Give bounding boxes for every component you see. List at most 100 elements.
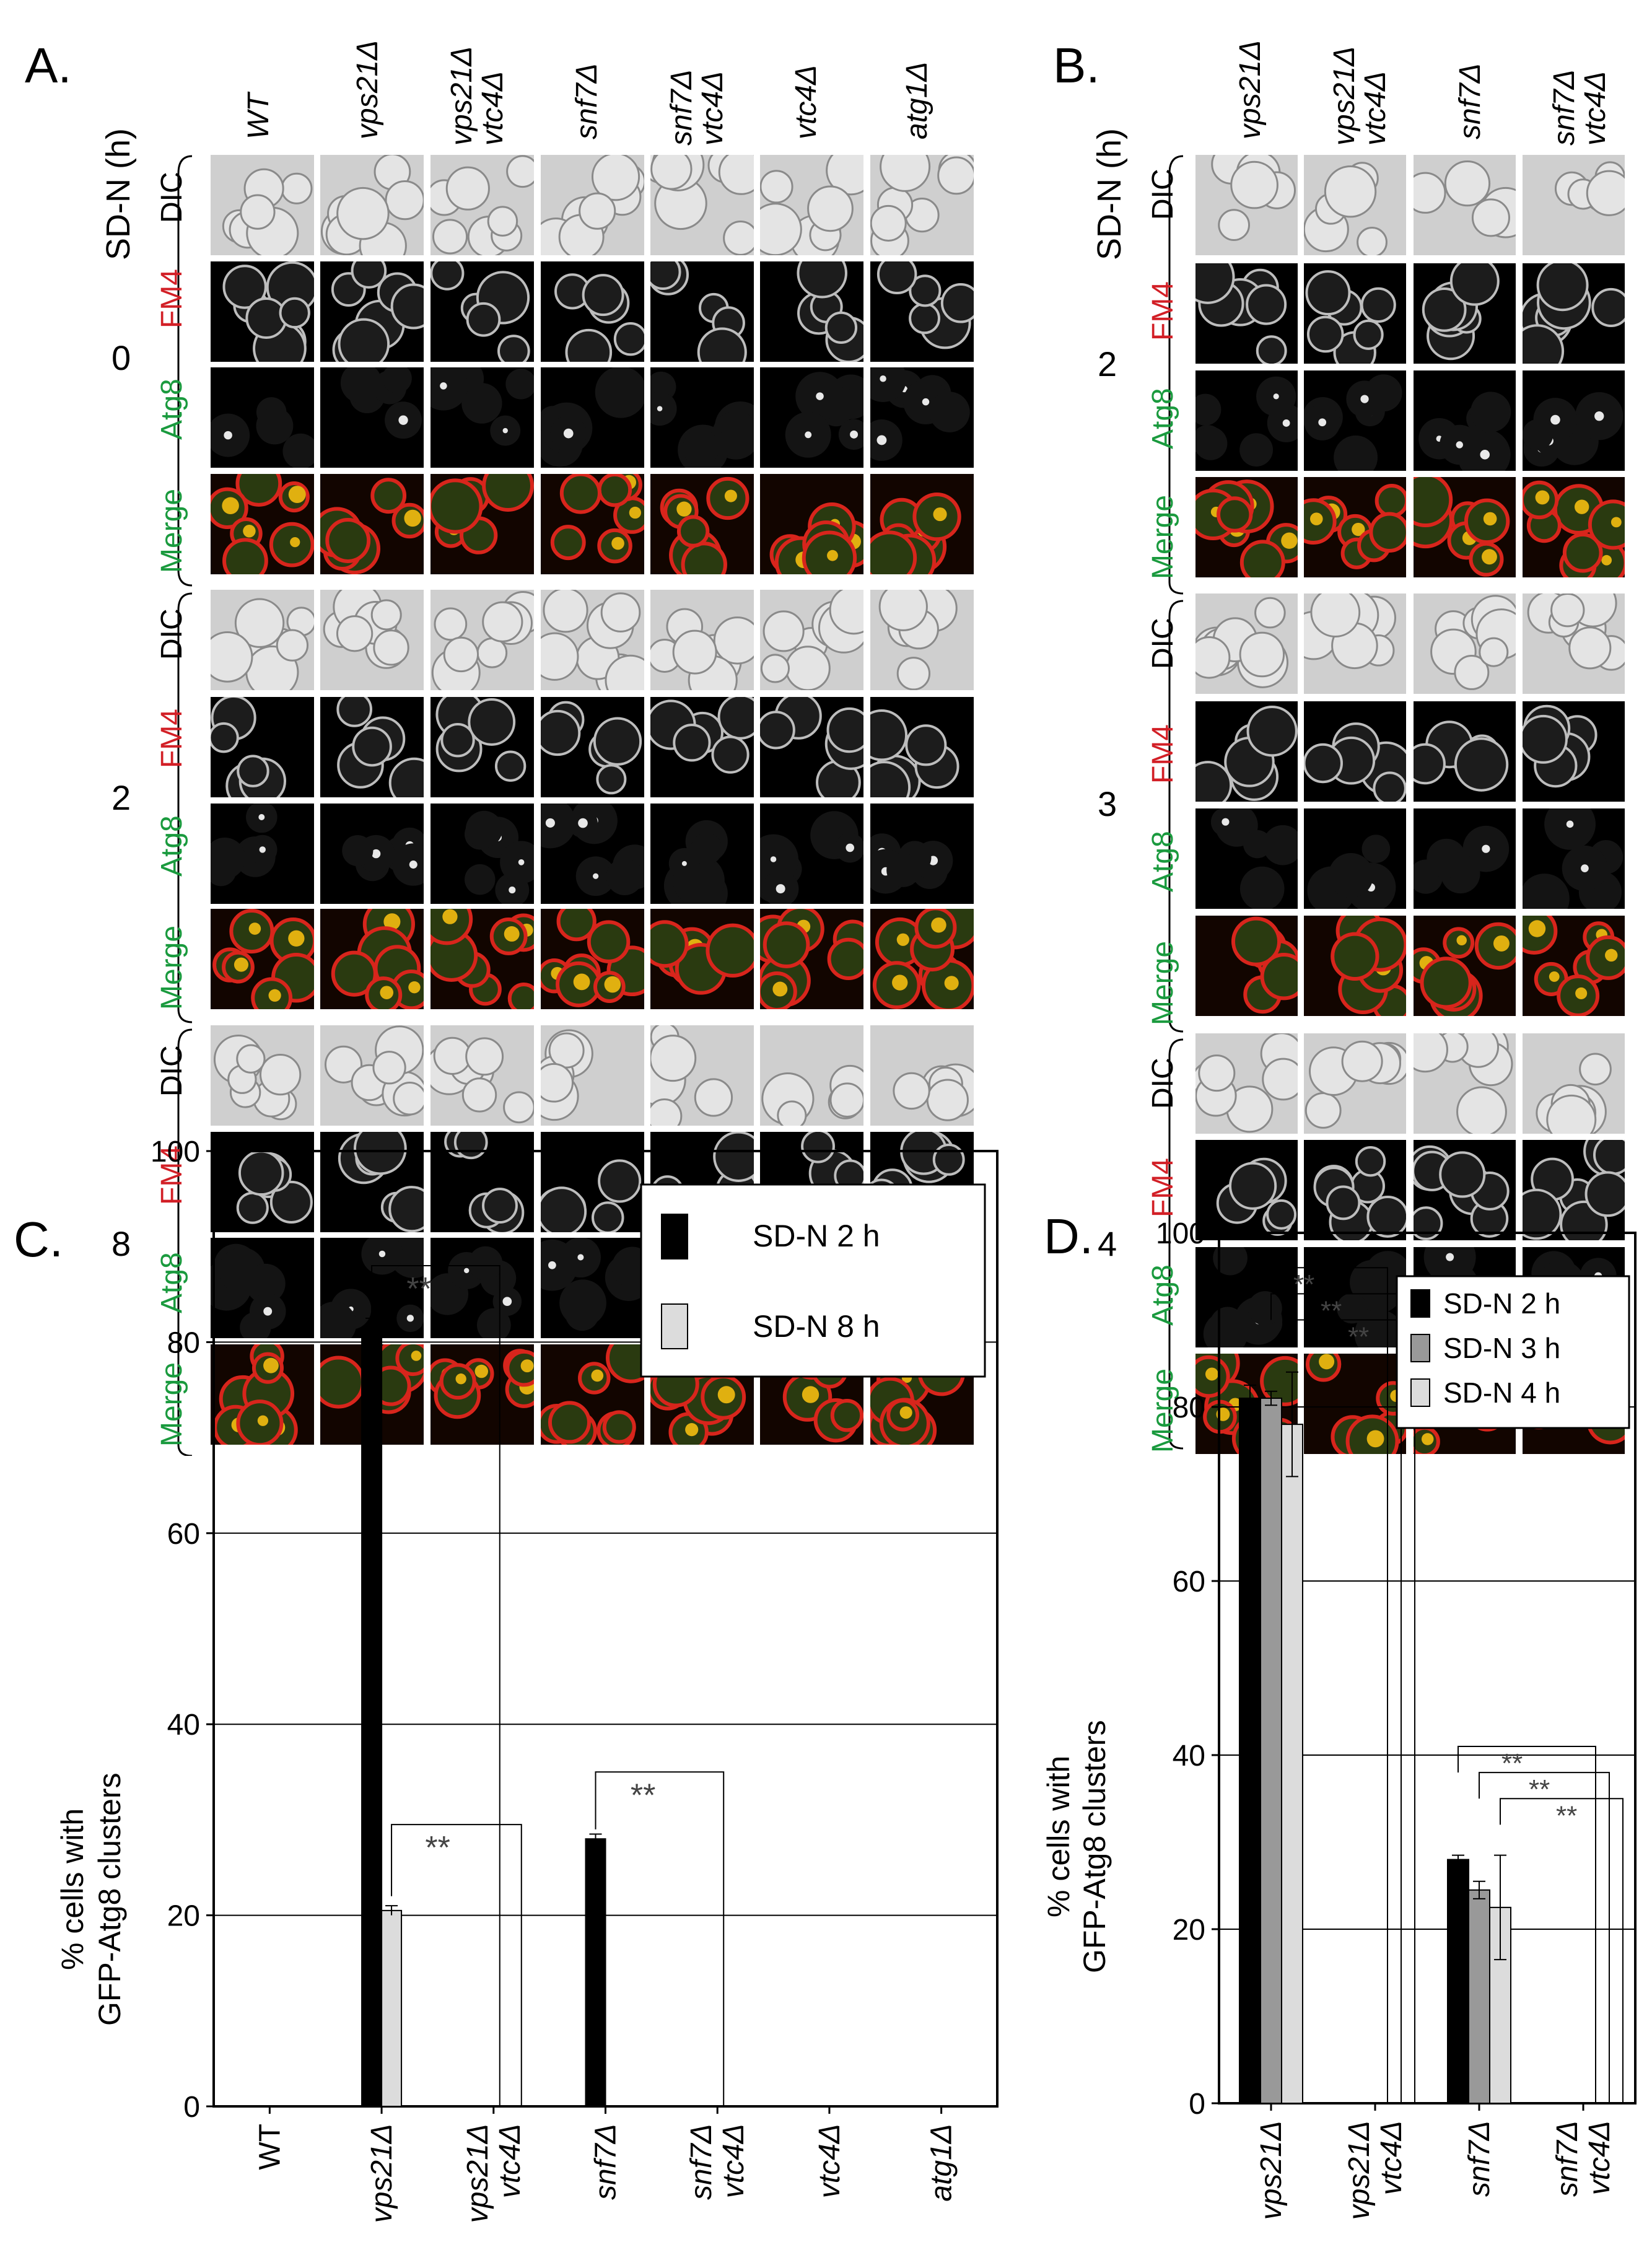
panel-d-sig-vps21-3: [1291, 1319, 1415, 2103]
micrograph-a-r9-c6: [760, 1025, 863, 1126]
panel-d-letter: D.: [1044, 1209, 1093, 1264]
micrograph-a-r5-c1: [211, 590, 314, 690]
panel-d-legend-swatch-3: [1410, 1378, 1430, 1407]
panel-d-sig-snf7-label-2: **: [1529, 1774, 1550, 1805]
micrograph-a-r1-c5: [650, 155, 754, 255]
panel-b-letter: B.: [1053, 38, 1100, 93]
micrograph-b-r4-c1: [1195, 477, 1298, 577]
panel-c-legend-swatch-1: [661, 1214, 688, 1259]
panel-c-letter: C.: [14, 1212, 63, 1267]
micrograph-a-r7-c2: [320, 804, 424, 904]
micrograph-b-r1-c1: [1195, 155, 1298, 255]
panel-c-sig-3: **: [631, 1777, 655, 1813]
micrograph-a-r3-c3: [430, 367, 534, 468]
micrograph-a-r6-c3: [430, 697, 534, 797]
micrograph-b-r1-c4: [1523, 155, 1625, 255]
micrograph-a-r6-c2: [320, 697, 424, 797]
micrograph-a-r8-c5: [650, 909, 754, 1009]
panel-c-sig-2: **: [425, 1830, 450, 1866]
micrograph-b-r6-c2: [1304, 701, 1406, 802]
panel-d-sig-vps21-label-2: **: [1321, 1295, 1342, 1326]
panel-c-sig-1: **: [406, 1271, 431, 1307]
micrograph-b-r8-c4: [1523, 916, 1625, 1016]
micrograph-a-r4-c7: [870, 474, 974, 574]
panel-c-xlabel-snf7: snf7Δ: [590, 2124, 623, 2200]
panel-c-sig-bracket-3: [595, 1771, 725, 2106]
panel-c-ytick-label: 0: [183, 2091, 200, 2124]
panel-d-legend-swatch-2: [1410, 1334, 1430, 1362]
panel-d-sig-vps21-1: [1249, 1267, 1388, 2103]
micrograph-a-r3-c7: [870, 367, 974, 468]
panel-c-legend-swatch-2: [661, 1303, 688, 1349]
micrograph-a-r11-c4: [541, 1238, 644, 1338]
micrograph-a-r8-c6: [760, 909, 863, 1009]
panel-a-letter: A.: [25, 38, 72, 93]
micrograph-a-r4-c5: [650, 474, 754, 574]
panel-a-time-2: 2: [111, 778, 131, 817]
micrograph-b-r10-c4: [1523, 1140, 1625, 1240]
micrograph-a-r5-c7: [870, 590, 974, 690]
micrograph-b-r2-c2: [1304, 263, 1406, 364]
panel-d-sig-snf7-3: [1500, 1798, 1624, 2103]
panel-d-xlabel-snf7vtc4-line2: vtc4Δ: [1583, 2121, 1616, 2195]
panel-b-brackets: [1168, 155, 1184, 1450]
panel-d-sig-vps21-label-3: **: [1348, 1322, 1369, 1352]
panel-c-ytick-label: 100: [151, 1136, 200, 1168]
panel-d-ytick-label: 80: [1173, 1391, 1205, 1424]
micrograph-b-r5-c2: [1304, 593, 1406, 694]
micrograph-b-r3-c4: [1523, 370, 1625, 471]
micrograph-b-r4-c4: [1523, 477, 1625, 577]
panel-c-sig-bracket-2: [391, 1824, 522, 2106]
panel-b-time-3: 3: [1098, 784, 1117, 823]
panel-c-xlabel-vps21vtc4-line1: vps21Δ: [461, 2124, 494, 2223]
panel-a-time-0: 0: [111, 338, 131, 377]
micrograph-a-r3-c5: [650, 367, 754, 468]
micrograph-a-r6-c6: [760, 697, 863, 797]
panel-c-ytick-label: 80: [167, 1326, 200, 1359]
micrograph-a-r9-c1: [211, 1025, 314, 1126]
micrograph-a-r2-c3: [430, 261, 534, 362]
panel-c-legend-label-2: SD-N 8 h: [753, 1309, 880, 1344]
panel-d-xlabel-vps21vtc4-line1: vps21Δ: [1343, 2121, 1376, 2220]
micrograph-a-r8-c4: [541, 909, 644, 1009]
micrograph-b-r8-c3: [1414, 916, 1516, 1016]
micrograph-a-r4-c1: [211, 474, 314, 574]
panel-c-bar: [361, 1331, 383, 2107]
micrograph-b-r5-c3: [1414, 593, 1516, 694]
panel-d-legend-label-1: SD-N 2 h: [1443, 1287, 1560, 1320]
micrograph-a-r8-c1: [211, 909, 314, 1009]
panel-d-legend-label-3: SD-N 4 h: [1443, 1377, 1560, 1409]
panel-d-bar: [1468, 1889, 1490, 2104]
micrograph-b-r7-c2: [1304, 808, 1406, 909]
micrograph-a-r3-c6: [760, 367, 863, 468]
micrograph-a-r8-c7: [870, 909, 974, 1009]
panel-d-legend-box: [1396, 1275, 1630, 1429]
panel-d-xlabel-vps21vtc4-line2: vtc4Δ: [1375, 2121, 1408, 2195]
micrograph-a-r5-c6: [760, 590, 863, 690]
micrograph-a-r1-c2: [320, 155, 424, 255]
panel-c-xlabel-vtc4: vtc4Δ: [813, 2124, 846, 2198]
micrograph-a-r11-c1: [211, 1238, 314, 1338]
micrograph-b-r3-c3: [1414, 370, 1516, 471]
micrograph-a-r9-c7: [870, 1025, 974, 1126]
micrograph-b-r6-c1: [1195, 701, 1298, 802]
micrograph-b-r12-c2: [1304, 1354, 1406, 1454]
micrograph-b-r7-c1: [1195, 808, 1298, 909]
micrograph-a-r1-c7: [870, 155, 974, 255]
micrograph-a-r1-c6: [760, 155, 863, 255]
micrograph-a-r10-c2: [320, 1132, 424, 1232]
micrograph-a-r9-c4: [541, 1025, 644, 1126]
panel-d-bar: [1447, 1859, 1469, 2105]
micrograph-a-r1-c3: [430, 155, 534, 255]
panel-d-ytick-label: 20: [1173, 1914, 1205, 1947]
panel-c-bar: [381, 1909, 403, 2107]
micrograph-a-r2-c1: [211, 261, 314, 362]
panel-b-time-4: 4: [1098, 1224, 1117, 1263]
panel-d-xlabel-snf7: snf7Δ: [1463, 2121, 1496, 2197]
micrograph-b-r8-c2: [1304, 916, 1406, 1016]
micrograph-a-r11-c3: [430, 1238, 534, 1338]
micrograph-a-r3-c4: [541, 367, 644, 468]
micrograph-b-r4-c2: [1304, 477, 1406, 577]
panel-c-ytick-label: 60: [167, 1518, 200, 1551]
